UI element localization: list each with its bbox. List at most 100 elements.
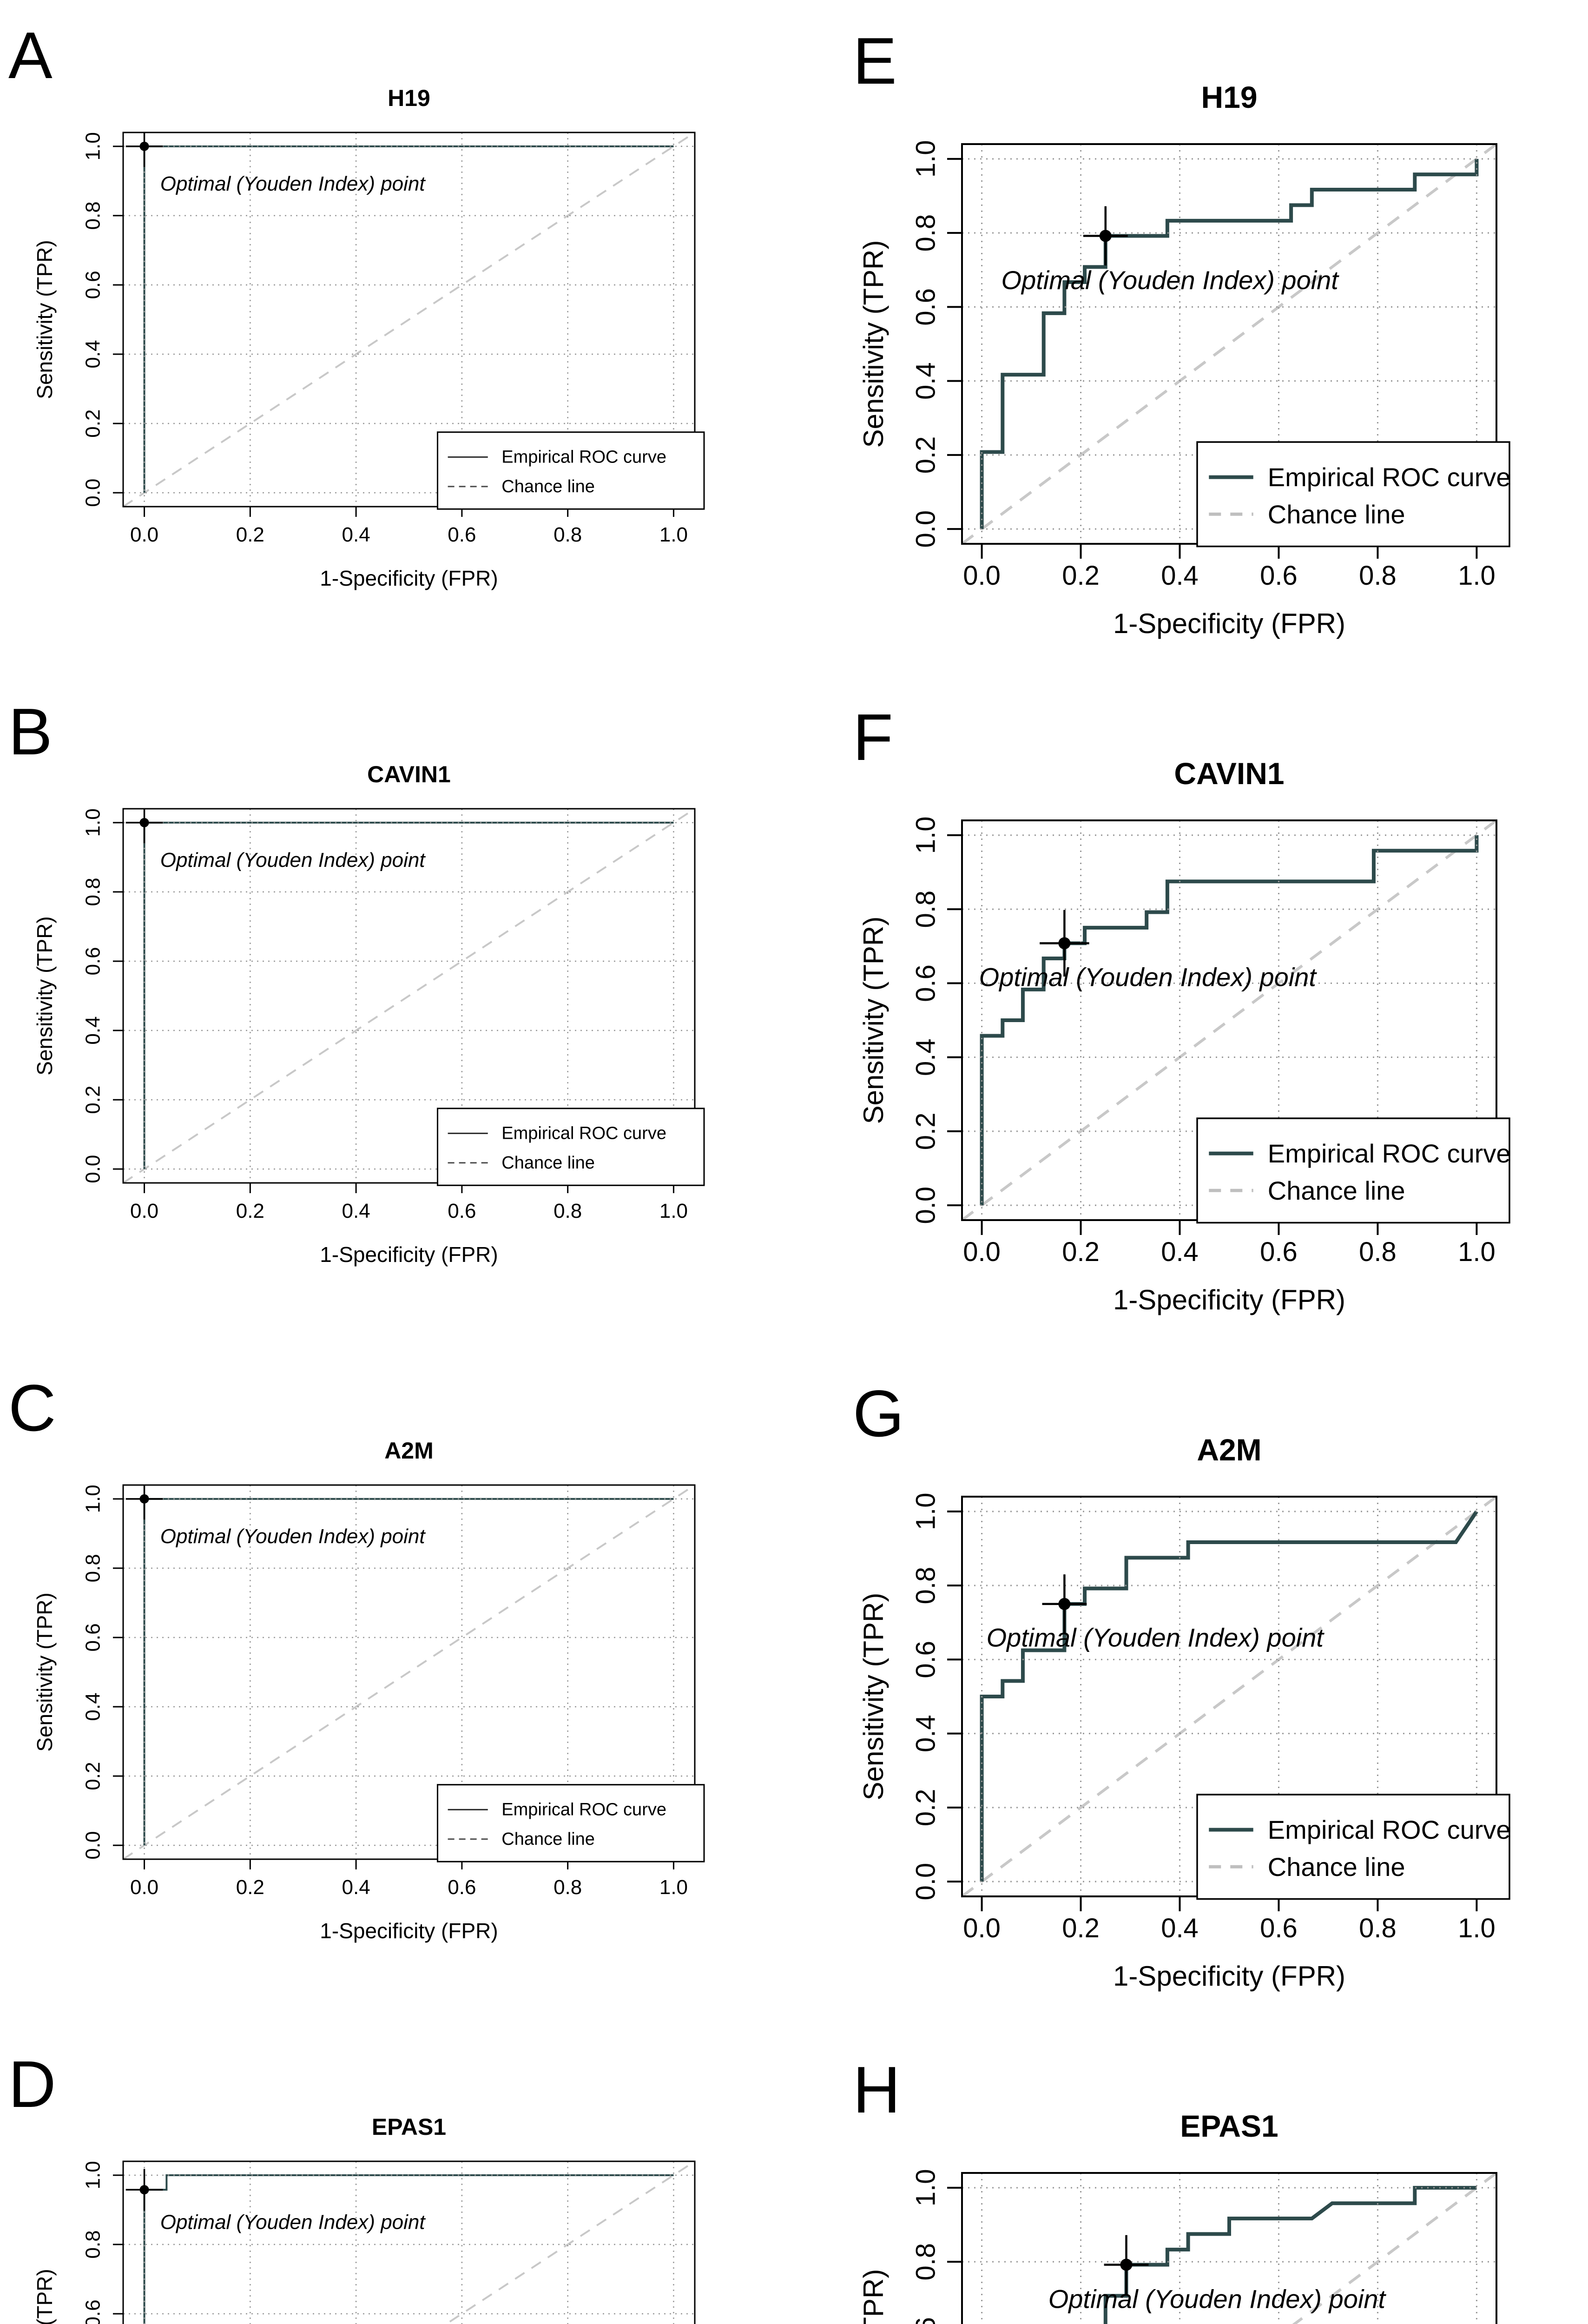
chart-title: CAVIN1 <box>367 761 451 787</box>
grid-lines <box>123 132 695 507</box>
x-tick-label: 0.0 <box>130 523 158 546</box>
legend: Empirical ROC curve Chance line <box>437 1784 705 1862</box>
legend: Empirical ROC curve Chance line <box>437 1108 705 1186</box>
optimal-point-label: Optimal (Youden Index) point <box>987 1623 1325 1652</box>
panel-letter: F <box>853 700 893 774</box>
optimal-point-dot <box>1099 230 1112 242</box>
panel-letter: H <box>853 2053 901 2127</box>
x-axis-label: 1-Specificity (FPR) <box>320 1242 498 1267</box>
x-axis-label: 1-Specificity (FPR) <box>320 1919 498 1943</box>
optimal-point-marker <box>1040 910 1089 977</box>
y-tick-label: 0.8 <box>82 2230 105 2258</box>
x-axis-label: 1-Specificity (FPR) <box>320 566 498 590</box>
y-tick-label: 1.0 <box>911 2169 941 2207</box>
x-tick-label: 1.0 <box>1458 1237 1496 1267</box>
chart-title: H19 <box>388 85 430 111</box>
legend-roc-label: Empirical ROC curve <box>1268 1815 1511 1844</box>
legend-roc-label: Empirical ROC curve <box>501 1123 666 1143</box>
legend: Empirical ROC curve Chance line <box>437 431 705 510</box>
grid-lines <box>962 2173 1496 2324</box>
y-tick-label: 1.0 <box>82 1485 105 1513</box>
optimal-point-dot <box>1120 2258 1133 2271</box>
chance-line <box>961 819 1497 1221</box>
axis-ticks: 0.00.00.20.20.40.40.60.60.80.81.01.0 <box>82 1485 688 1899</box>
x-tick-label: 0.6 <box>1260 1913 1298 1943</box>
y-axis-label: Sensitivity (TPR) <box>33 2269 57 2324</box>
y-tick-label: 0.8 <box>911 891 941 928</box>
optimal-point-dot <box>139 2185 149 2195</box>
y-tick-label: 0.8 <box>911 1567 941 1604</box>
optimal-point-label: Optimal (Youden Index) point <box>1002 265 1340 295</box>
legend-chance-label: Chance line <box>1268 1176 1405 1205</box>
plot-border <box>122 2160 696 2324</box>
plot-border <box>122 808 696 1184</box>
x-axis-label: 1-Specificity (FPR) <box>1113 1961 1345 1992</box>
y-tick-label: 0.4 <box>82 1016 105 1044</box>
optimal-point-marker <box>1083 206 1128 266</box>
y-tick-label: 0.2 <box>911 1789 941 1827</box>
chart-title: A2M <box>384 1438 434 1464</box>
chance-line <box>122 808 696 1184</box>
optimal-point-label: Optimal (Youden Index) point <box>160 2211 426 2233</box>
y-tick-label: 0.4 <box>911 362 941 400</box>
x-tick-label: 0.6 <box>1260 561 1298 591</box>
y-tick-label: 0.8 <box>911 2243 941 2281</box>
y-axis-label: Sensitivity (TPR) <box>858 917 889 1124</box>
optimal-point-dot <box>139 818 149 827</box>
axis-ticks: 0.00.00.20.20.40.40.60.60.80.81.01.0 <box>911 817 1496 1267</box>
legend-chance-label: Chance line <box>501 477 595 496</box>
legend-box <box>437 1108 705 1186</box>
optimal-point-dot <box>1058 937 1071 950</box>
y-tick-label: 0.6 <box>82 2299 105 2324</box>
y-tick-label: 0.8 <box>911 214 941 252</box>
x-tick-label: 0.0 <box>963 561 1001 591</box>
chart-title: EPAS1 <box>372 2114 446 2140</box>
y-tick-label: 0.0 <box>911 1187 941 1224</box>
y-tick-label: 0.8 <box>82 201 105 230</box>
y-tick-label: 0.8 <box>82 1554 105 1582</box>
optimal-point-marker <box>1042 1574 1087 1634</box>
y-tick-label: 0.0 <box>911 510 941 548</box>
optimal-point-label: Optimal (Youden Index) point <box>160 849 426 872</box>
plot-border <box>122 132 696 508</box>
optimal-point-marker <box>1104 2235 1149 2295</box>
chart-title: A2M <box>1197 1433 1261 1467</box>
y-tick-label: 0.6 <box>82 947 105 975</box>
panel-letter: A <box>8 19 53 92</box>
x-tick-label: 0.4 <box>1161 561 1199 591</box>
y-axis-label: Sensitivity (TPR) <box>858 2269 889 2324</box>
legend-chance-label: Chance line <box>1268 500 1405 529</box>
panel-letter: B <box>8 695 53 769</box>
legend-box <box>1196 1794 1510 1900</box>
x-tick-label: 0.0 <box>963 1237 1001 1267</box>
y-tick-label: 0.0 <box>911 1863 941 1901</box>
grid-lines <box>123 2161 695 2324</box>
legend: Empirical ROC curve Chance line <box>1196 1794 1511 1900</box>
y-axis-label: Sensitivity (TPR) <box>858 1593 889 1801</box>
chance-line <box>444 2160 696 2324</box>
x-tick-label: 0.6 <box>1260 1237 1298 1267</box>
x-tick-label: 1.0 <box>659 523 688 546</box>
y-tick-label: 1.0 <box>911 1493 941 1531</box>
y-tick-label: 0.6 <box>911 964 941 1002</box>
y-tick-label: 0.2 <box>82 1762 105 1790</box>
y-tick-label: 1.0 <box>82 2161 105 2189</box>
legend-box <box>437 1784 705 1862</box>
x-tick-label: 1.0 <box>659 1200 688 1222</box>
x-tick-label: 0.4 <box>342 1200 370 1222</box>
chance-line <box>961 1495 1497 1898</box>
chart-title: CAVIN1 <box>1174 756 1284 791</box>
optimal-point-dot <box>139 141 149 151</box>
y-tick-label: 0.6 <box>82 1623 105 1651</box>
optimal-point-marker <box>125 809 163 844</box>
chart-title: H19 <box>1201 80 1257 114</box>
x-tick-label: 0.8 <box>553 523 582 546</box>
y-tick-label: 0.4 <box>911 1715 941 1752</box>
axis-ticks: 0.00.00.20.20.40.40.60.60.80.81.01.0 <box>911 2169 962 2324</box>
x-tick-label: 0.4 <box>1161 1237 1199 1267</box>
axis-ticks: 0.00.00.20.20.40.40.60.60.80.81.01.0 <box>911 140 1496 591</box>
legend: Empirical ROC curve Chance line <box>1196 441 1511 548</box>
y-tick-label: 0.2 <box>911 1113 941 1150</box>
y-tick-label: 0.6 <box>911 288 941 326</box>
legend: Empirical ROC curve Chance line <box>1196 1117 1511 1224</box>
